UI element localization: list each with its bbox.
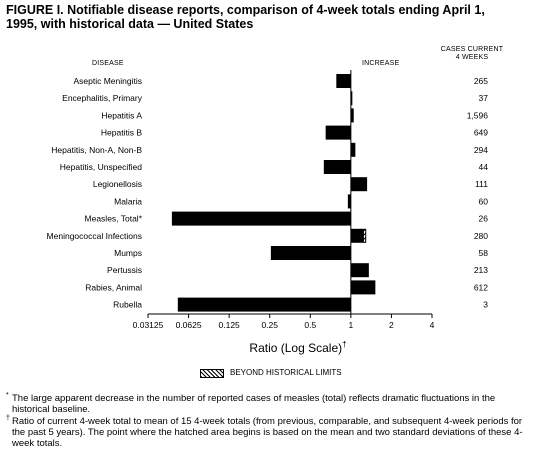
case-count: 60 <box>479 196 489 206</box>
case-count: 280 <box>474 231 488 241</box>
x-tick-label: 1 <box>348 320 353 330</box>
footnote-text: The large apparent decrease in the numbe… <box>12 393 496 415</box>
footnote-measles: * The large apparent decrease in the num… <box>6 392 526 415</box>
ratio-bar <box>350 228 367 243</box>
ratio-bar <box>350 108 354 123</box>
disease-label: Malaria <box>114 196 142 206</box>
beyond-limits-hatch <box>363 229 366 242</box>
ratio-bar <box>270 246 351 260</box>
cases-column-header: CASES CURRENT 4 WEEKS <box>440 46 504 62</box>
ratio-bar <box>336 74 351 88</box>
footnote-ratio: † Ratio of current 4-week total to mean … <box>6 415 526 449</box>
x-tick-label: 0.25 <box>261 320 278 330</box>
disease-label: Pertussis <box>107 265 142 275</box>
disease-label: Encephalitis, Primary <box>62 93 143 103</box>
footnote-mark: * <box>6 392 9 399</box>
x-tick-label: 2 <box>389 320 394 330</box>
x-axis-label: Ratio (Log Scale)† <box>249 340 346 355</box>
case-count: 111 <box>475 179 488 189</box>
footnote-mark: † <box>6 415 10 422</box>
ratio-bar <box>347 194 351 209</box>
ratio-bar <box>350 177 368 192</box>
ratio-bar <box>350 142 356 157</box>
case-count: 294 <box>474 145 488 155</box>
case-count: 44 <box>479 162 489 172</box>
case-count: 37 <box>479 93 489 103</box>
case-count: 58 <box>479 248 489 258</box>
case-count: 1,596 <box>467 110 489 120</box>
ratio-bar <box>171 211 351 226</box>
case-count: 26 <box>479 214 489 224</box>
x-tick-label: 0.03125 <box>133 320 164 330</box>
disease-label: Meningococcal Infections <box>47 231 142 241</box>
ratio-bar <box>325 125 351 140</box>
case-count: 612 <box>474 282 488 292</box>
ratio-bar <box>323 160 351 174</box>
disease-label: Aseptic Meningitis <box>73 76 142 86</box>
x-tick-label: 0.125 <box>219 320 241 330</box>
disease-label: Hepatitis B <box>101 128 142 138</box>
cases-header-line-2: 4 WEEKS <box>455 54 489 61</box>
footnote-text: Ratio of current 4-week total to mean of… <box>12 416 523 449</box>
ratio-bar-chart: Aseptic Meningitis 265 Encephalitis, Prima… <box>47 70 489 355</box>
disease-label: Legionellosis <box>93 179 142 189</box>
increase-column-header: INCREASE <box>362 60 400 67</box>
case-count: 3 <box>483 300 488 310</box>
disease-column-header: DISEASE <box>92 60 124 67</box>
x-tick-label: 4 <box>430 320 435 330</box>
disease-label: Measles, Total* <box>85 214 143 224</box>
disease-label: Rabies, Animal <box>85 282 142 292</box>
x-axis-label-mark: † <box>342 340 346 349</box>
disease-label: Hepatitis, Non-A, Non-B <box>51 145 142 155</box>
case-count: 649 <box>474 128 488 138</box>
ratio-bar <box>177 297 351 312</box>
x-tick-label: 0.5 <box>304 320 316 330</box>
ratio-bar <box>350 280 376 295</box>
ratio-bar <box>350 91 353 106</box>
cases-header-line-1: CASES CURRENT <box>440 46 504 53</box>
disease-label: Hepatitis, Unspecified <box>60 162 142 172</box>
ratio-bar <box>350 263 369 278</box>
case-count: 213 <box>474 265 488 275</box>
x-tick-label: 0.0625 <box>176 320 202 330</box>
figure-title: FIGURE I. Notifiable disease reports, co… <box>6 3 485 31</box>
disease-label: Rubella <box>113 300 142 310</box>
disease-label: Hepatitis A <box>101 110 142 120</box>
case-count: 265 <box>474 76 488 86</box>
hatched-swatch-icon <box>200 369 224 378</box>
disease-label: Mumps <box>114 248 142 258</box>
legend-label: BEYOND HISTORICAL LIMITS <box>230 368 342 377</box>
